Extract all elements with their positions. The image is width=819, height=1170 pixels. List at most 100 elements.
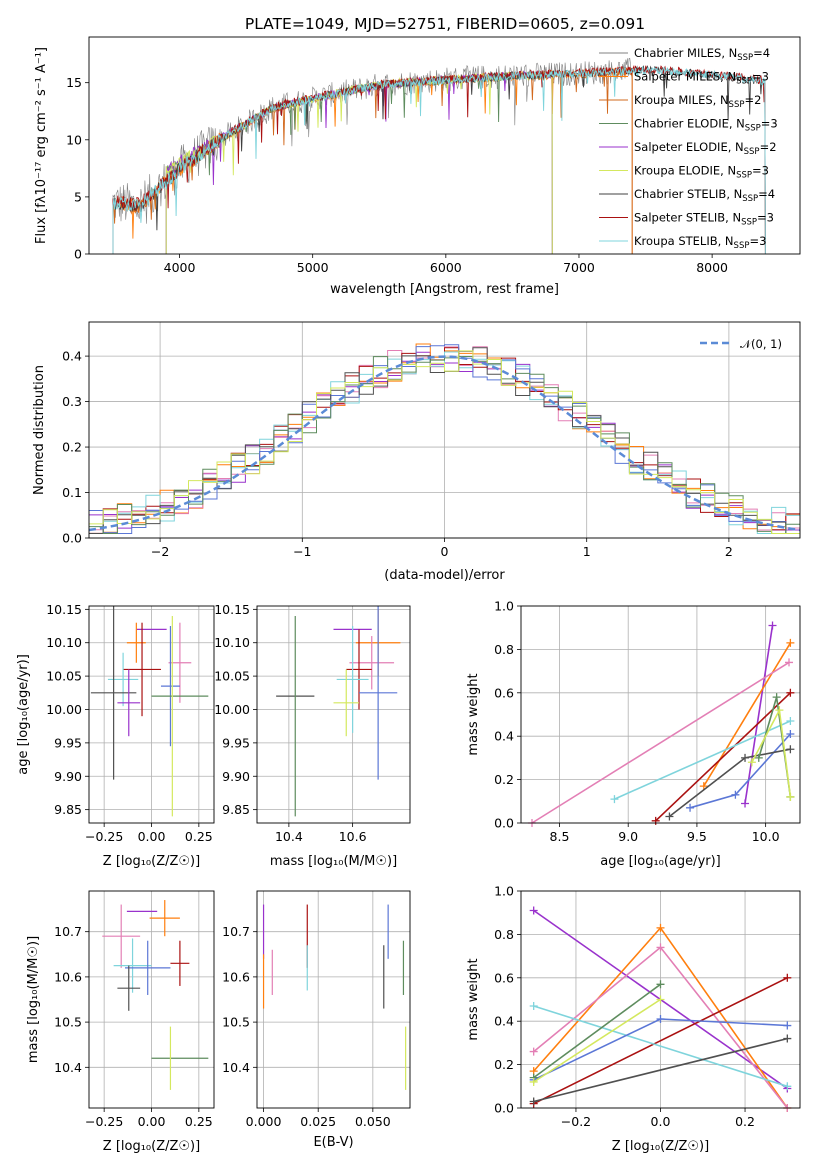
y-tick-label: 9.95 bbox=[222, 735, 250, 750]
spectrum-title: PLATE=1049, MJD=52751, FIBERID=0605, z=0… bbox=[245, 15, 645, 33]
weight-marker bbox=[768, 621, 777, 630]
spectrum-series-line bbox=[165, 70, 553, 254]
y-tick-label: 0.6 bbox=[494, 970, 514, 985]
y-tick-label: 0.2 bbox=[494, 772, 514, 787]
x-tick-label: 0.00 bbox=[138, 1114, 166, 1129]
y-tick-label: 10.4 bbox=[222, 1060, 250, 1075]
legend-value: =3 bbox=[757, 211, 774, 225]
y-tick-label: 10.6 bbox=[54, 969, 82, 984]
y-tick-label: 10.5 bbox=[54, 1015, 82, 1030]
mass-vs-ebv-panel bbox=[253, 891, 410, 1112]
histogram-series bbox=[89, 344, 800, 534]
weight-marker bbox=[772, 693, 781, 702]
y-tick-label: 10.6 bbox=[222, 969, 250, 984]
x-tick-label: 8000 bbox=[696, 260, 728, 275]
x-tick-label: 10.6 bbox=[339, 829, 367, 844]
legend-entry: 𝒩(0, 1) bbox=[740, 337, 782, 351]
weight-series-line bbox=[533, 1037, 788, 1103]
legend-subscript: SSP bbox=[736, 171, 752, 181]
x-tick-label: 6000 bbox=[430, 260, 462, 275]
y-tick-label: 9.90 bbox=[222, 769, 250, 784]
y-tick-label: 10.7 bbox=[222, 924, 250, 939]
weight-marker bbox=[741, 799, 750, 808]
x-tick-label: 2 bbox=[725, 544, 733, 559]
y-tick-label: 0.3 bbox=[62, 394, 82, 409]
y-tick-label: 0.0 bbox=[494, 816, 514, 831]
y-tick-label: 10 bbox=[66, 132, 82, 147]
y-tick-label: 10.10 bbox=[46, 635, 82, 650]
histogram-panel bbox=[85, 322, 800, 542]
y-axis-label: mass weight bbox=[466, 673, 481, 755]
x-tick-label: −1 bbox=[293, 544, 311, 559]
x-axis-label: mass [log₁₀(M/M☉)] bbox=[270, 854, 397, 869]
spectrum-series-line bbox=[112, 57, 633, 254]
weight-marker bbox=[529, 1077, 538, 1086]
weight-marker bbox=[786, 745, 795, 754]
legend-entry: Chabrier ELODIE, NSSP=3 bbox=[634, 117, 778, 134]
axes-frame bbox=[256, 605, 411, 824]
spectrum-series-line bbox=[165, 70, 553, 254]
y-tick-label: 0.0 bbox=[494, 1101, 514, 1116]
legend-subscript: SSP bbox=[745, 124, 761, 134]
weight-series-line bbox=[758, 696, 792, 798]
y-tick-label: 15 bbox=[66, 75, 82, 90]
weight-marker bbox=[656, 923, 665, 932]
weight-series-line bbox=[531, 661, 790, 824]
spectrum-lines bbox=[112, 57, 766, 254]
legend-entry: Salpeter MILES, NSSP=3 bbox=[634, 70, 769, 87]
weight-marker bbox=[610, 795, 619, 804]
x-axis-label: Z [log₁₀(Z/Z☉)] bbox=[612, 1139, 709, 1154]
x-tick-label: 1 bbox=[583, 544, 591, 559]
y-tick-label: 1.0 bbox=[494, 884, 514, 899]
weight-series-line bbox=[533, 1005, 788, 1088]
y-tick-label: 10.5 bbox=[222, 1015, 250, 1030]
weight-marker bbox=[754, 753, 763, 762]
y-tick-label: 0 bbox=[74, 247, 82, 262]
y-tick-label: 0.4 bbox=[494, 1014, 514, 1029]
normal-curve bbox=[88, 355, 801, 532]
legend-value: =3 bbox=[749, 234, 766, 248]
axes-frame bbox=[520, 605, 801, 824]
x-axis-label: (data-model)/error bbox=[384, 568, 505, 583]
spectrum-series-line bbox=[112, 66, 766, 254]
legend-subscript: SSP bbox=[737, 53, 753, 63]
weight-vs-age-panel bbox=[517, 605, 800, 827]
legend-value: =3 bbox=[752, 164, 769, 178]
weight-marker bbox=[529, 1002, 538, 1011]
x-tick-label: 0.00 bbox=[138, 829, 166, 844]
weight-series-line bbox=[533, 977, 788, 1105]
weight-marker bbox=[665, 812, 674, 821]
y-tick-label: 9.85 bbox=[54, 802, 82, 817]
spectrum-panel bbox=[85, 82, 713, 258]
legend-subscript: SSP bbox=[742, 194, 758, 204]
y-tick-label: 10.15 bbox=[46, 602, 82, 617]
legend-subscript: SSP bbox=[744, 147, 760, 157]
x-axis-label: wavelength [Angstrom, rest frame] bbox=[330, 282, 559, 297]
legend-value: =2 bbox=[744, 93, 761, 107]
x-tick-label: 0.25 bbox=[185, 1114, 213, 1129]
y-tick-label: 10.05 bbox=[214, 669, 250, 684]
weight-marker bbox=[783, 973, 792, 982]
x-axis-label: Z [log₁₀(Z/Z☉)] bbox=[103, 1139, 200, 1154]
y-tick-label: 0.6 bbox=[494, 685, 514, 700]
x-tick-label: 0.025 bbox=[300, 1114, 336, 1129]
weight-series-line bbox=[668, 748, 791, 818]
mass-vs-z-panel bbox=[85, 891, 214, 1112]
y-tick-label: 9.95 bbox=[54, 735, 82, 750]
legend-value: =4 bbox=[758, 187, 775, 201]
weight-marker bbox=[656, 980, 665, 989]
weight-marker bbox=[786, 792, 795, 801]
x-tick-label: 10.4 bbox=[275, 829, 303, 844]
weight-marker bbox=[656, 995, 665, 1004]
histogram-steps bbox=[89, 343, 800, 534]
weight-marker bbox=[786, 717, 795, 726]
y-tick-label: 9.90 bbox=[54, 769, 82, 784]
y-tick-label: 1.0 bbox=[494, 599, 514, 614]
y-tick-label: 0.8 bbox=[494, 642, 514, 657]
y-tick-label: 10.00 bbox=[46, 702, 82, 717]
x-tick-label: 9.5 bbox=[687, 829, 707, 844]
weight-marker bbox=[731, 790, 740, 799]
spectrum-series-line bbox=[165, 71, 553, 254]
x-tick-label: 8.5 bbox=[550, 829, 570, 844]
weight-series-line bbox=[533, 983, 661, 1079]
